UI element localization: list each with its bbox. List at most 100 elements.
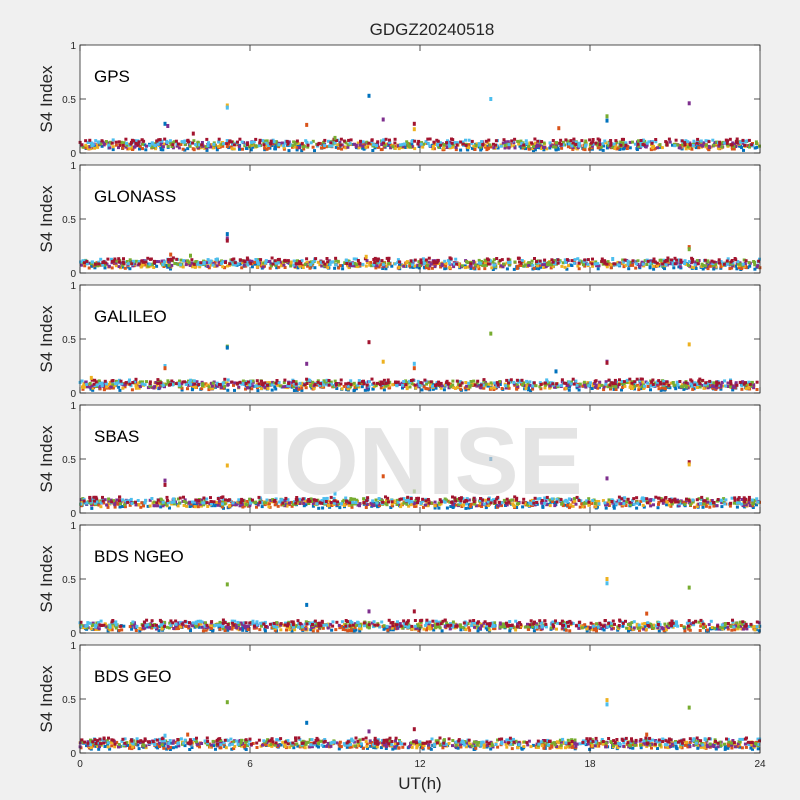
scatter-point [473,383,477,387]
scatter-point [393,146,397,150]
scatter-point [336,383,340,387]
spike-point [166,124,170,128]
scatter-point [289,501,293,504]
scatter-point [202,261,206,265]
scatter-point [648,261,652,265]
scatter-point [564,381,568,385]
scatter-point [694,260,698,264]
scatter-point [694,146,698,150]
scatter-point [710,259,714,263]
scatter-point [578,382,582,386]
scatter-point [347,261,351,265]
scatter-point [522,143,526,147]
scatter-point [334,256,338,260]
scatter-point [200,141,204,144]
scatter-point [461,503,465,507]
scatter-point [450,500,454,504]
scatter-point [642,505,646,509]
scatter-point [88,385,92,389]
scatter-point [508,629,512,633]
scatter-point [405,387,409,391]
scatter-point [209,496,212,500]
scatter-point [683,141,687,145]
scatter-point [610,263,614,267]
scatter-point [443,497,447,501]
scatter-point [174,382,178,386]
scatter-point [119,261,123,265]
scatter-point [510,498,514,502]
scatter-point [406,495,410,499]
scatter-point [665,141,669,145]
scatter-point [622,382,626,385]
scatter-point [586,258,590,262]
scatter-point [476,265,480,269]
scatter-point [536,139,540,143]
scatter-point [265,381,269,385]
scatter-point [616,146,620,150]
scatter-point [283,266,287,269]
scatter-point [467,498,471,502]
spike-point [554,369,558,374]
scatter-point [451,506,455,509]
scatter-point [205,501,209,505]
scatter-point [488,143,492,147]
scatter-point [313,383,317,387]
scatter-point [596,262,600,266]
scatter-point [159,505,163,509]
scatter-point [580,502,584,506]
scatter-point [560,264,564,268]
scatter-point [620,388,623,392]
scatter-point [717,144,721,148]
scatter-point [146,504,150,508]
scatter-point [632,382,636,386]
scatter-point [103,266,107,270]
scatter-point [663,267,666,271]
scatter-point [404,383,408,387]
scatter-point [390,502,394,506]
scatter-point [123,505,127,509]
scatter-point [751,506,755,509]
scatter-point [642,387,646,390]
scatter-point [737,264,741,268]
scatter-point [282,144,286,148]
scatter-point [311,139,315,143]
scatter-point [134,259,138,263]
scatter-point [130,140,133,144]
scatter-point [378,383,382,386]
scatter-point [426,504,430,508]
scatter-point [675,261,679,265]
scatter-point [232,147,236,151]
scatter-point [197,383,201,386]
scatter-point [699,139,703,143]
scatter-point [322,379,326,383]
scatter-point [631,140,634,144]
scatter-point [308,266,312,270]
scatter-point [180,388,184,392]
scatter-point [673,256,677,260]
scatter-point [397,147,401,151]
scatter-point [348,141,352,145]
scatter-point [226,383,230,387]
scatter-point [503,140,507,144]
scatter-point [614,502,618,506]
scatter-point [512,144,516,148]
scatter-point [123,383,127,387]
scatter-point [673,144,677,148]
scatter-point [121,505,124,508]
scatter-point [614,385,618,389]
scatter-point [298,264,302,268]
scatter-point [292,379,296,383]
scatter-point [300,386,304,390]
scatter-point [394,383,398,387]
scatter-point [515,378,519,382]
scatter-point [583,383,587,387]
scatter-point [702,502,706,506]
scatter-point [228,504,231,508]
scatter-point [660,386,664,390]
scatter-point [375,144,378,148]
scatter-point [712,385,716,389]
scatter-point [747,138,751,142]
scatter-point [141,382,145,386]
scatter-point [433,504,437,508]
scatter-point [295,139,299,143]
